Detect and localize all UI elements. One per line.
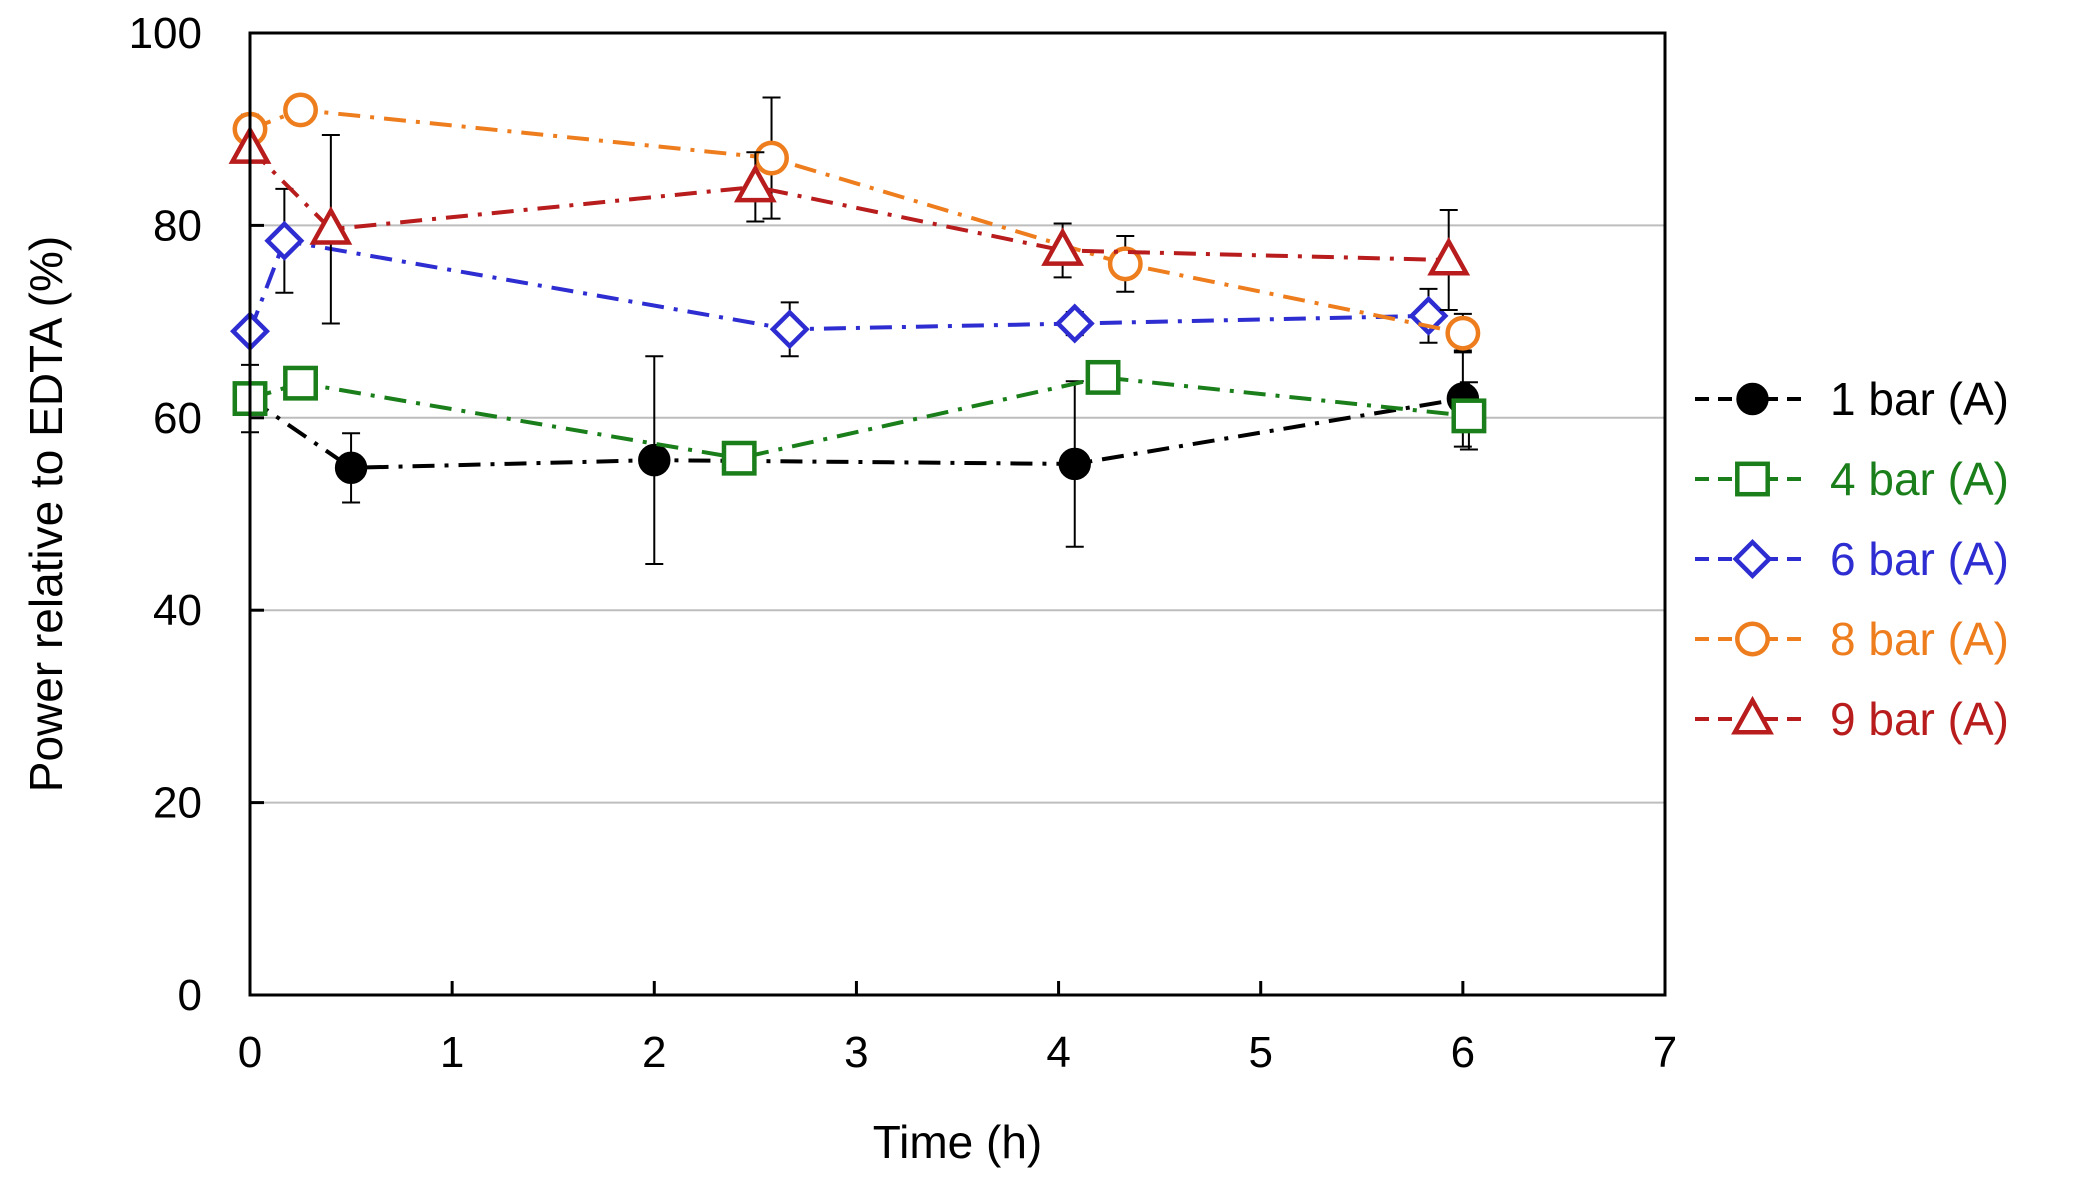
series-1: [233, 349, 1480, 566]
axis-ticks: 0 1 2 3 4 5 6 7 0 20 40 60 80 100: [129, 9, 1678, 1077]
legend-marker: [1732, 539, 1773, 579]
data-point: [638, 443, 671, 477]
data-point: [283, 92, 318, 128]
legend-label: 6 bar (A): [1830, 533, 2009, 585]
data-point: [733, 163, 777, 203]
data-point: [334, 451, 368, 485]
x-tick-label: 6: [1451, 1028, 1475, 1077]
legend-item-2: 4 bar (A): [1695, 453, 2009, 505]
y-tick-label: 0: [178, 971, 202, 1020]
data-point: [721, 440, 757, 476]
legend: 1 bar (A) 4 bar (A) 6 bar (A) 8 bar (A) 9 ba…: [1695, 373, 2009, 745]
x-tick-label: 1: [440, 1028, 464, 1077]
legend-marker: [1736, 382, 1769, 416]
legend-item-3: 6 bar (A): [1695, 533, 2009, 585]
series-line: [249, 107, 1464, 336]
series-line: [248, 147, 1449, 263]
y-tick-label: 60: [153, 394, 202, 443]
legend-label: 8 bar (A): [1830, 613, 2009, 665]
x-axis-title: Time (h): [873, 1116, 1043, 1168]
series-5: [228, 125, 1471, 325]
series-line: [248, 238, 1429, 332]
data-point: [1041, 227, 1085, 266]
data-point: [769, 309, 810, 350]
series-4: [232, 92, 1481, 354]
y-tick-label: 80: [153, 201, 202, 250]
y-tick-label: 40: [153, 586, 202, 635]
x-tick-label: 0: [238, 1028, 262, 1077]
data-point: [1107, 246, 1143, 282]
series-layer: [228, 92, 1487, 566]
x-tick-label: 4: [1046, 1028, 1070, 1077]
data-point: [309, 206, 353, 245]
y-tick-label: 20: [153, 779, 202, 828]
x-tick-label: 5: [1248, 1028, 1272, 1077]
y-axis-title: Power relative to EDTA (%): [20, 236, 72, 792]
x-tick-label: 2: [642, 1028, 666, 1077]
series-2: [232, 359, 1487, 476]
y-tick-label: 100: [129, 9, 202, 58]
data-point: [1451, 398, 1487, 434]
grid-lines: [250, 224, 1665, 804]
data-point: [283, 365, 318, 401]
data-point: [1054, 303, 1095, 344]
data-point: [1058, 447, 1091, 481]
data-point: [754, 140, 789, 176]
legend-marker: [1735, 621, 1770, 657]
x-tick-label: 7: [1653, 1028, 1677, 1077]
data-point: [1427, 236, 1471, 276]
legend-label: 9 bar (A): [1830, 693, 2009, 745]
data-point: [1085, 359, 1121, 395]
series-3: [230, 187, 1449, 358]
legend-marker: [1735, 461, 1770, 497]
plot-area-frame: [248, 31, 1667, 997]
data-point: [1445, 315, 1481, 351]
legend-item-1: 1 bar (A): [1695, 373, 2009, 425]
legend-item-5: 9 bar (A): [1695, 693, 2009, 745]
x-tick-label: 3: [844, 1028, 868, 1077]
legend-item-4: 8 bar (A): [1695, 613, 2009, 665]
legend-marker: [1731, 695, 1774, 735]
legend-label: 1 bar (A): [1830, 373, 2009, 425]
data-point: [264, 220, 305, 261]
legend-label: 4 bar (A): [1830, 453, 2009, 505]
